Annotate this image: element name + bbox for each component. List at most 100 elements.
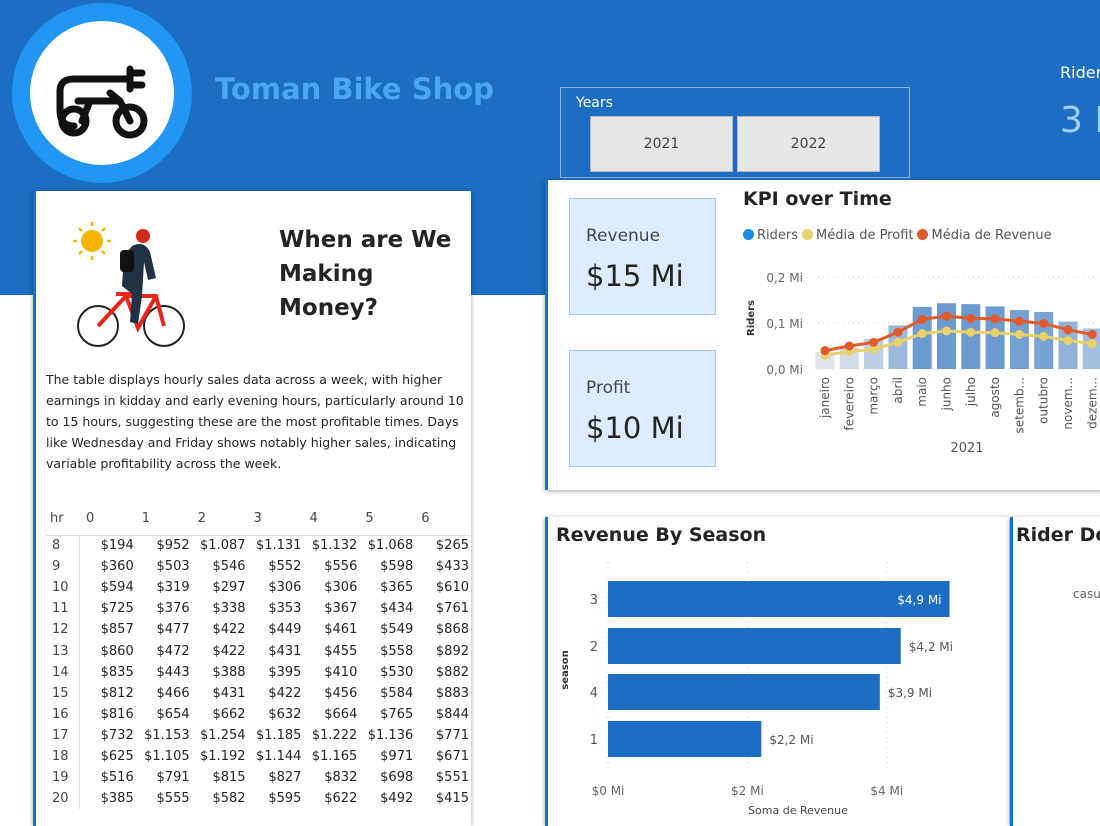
sales-cell: $455 (324, 643, 358, 659)
riders-bar (1009, 310, 1029, 369)
table-row: 20 $385 $555 $582 $595 $622 $492 $415 (46, 788, 471, 810)
y-tick-label: 1 (590, 733, 598, 748)
sales-cell: $365 (380, 580, 414, 596)
sales-cell: $1.105 (144, 748, 190, 764)
sales-cell: $625 (100, 748, 134, 764)
hour-cell: 16 (46, 703, 81, 725)
x-tick-label: maio (915, 377, 929, 407)
sales-cell: $761 (435, 601, 469, 617)
sales-cell: $385 (100, 791, 134, 807)
legend-profit[interactable]: Média de Profit (802, 228, 913, 243)
sales-cell: $477 (156, 622, 190, 638)
y-axis-label: Riders (746, 300, 757, 336)
sales-cell: $422 (212, 643, 246, 659)
column-header[interactable]: 6 (415, 503, 471, 536)
sales-cell: $434 (380, 601, 414, 617)
sales-cell: $472 (156, 643, 190, 659)
data-label: $4,9 Mi (897, 593, 941, 607)
table-row: 15 $812 $466 $431 $422 $456 $584 $883 (46, 682, 471, 704)
data-point (942, 326, 951, 336)
table-row: 10 $594 $319 $297 $306 $306 $365 $610 (46, 577, 471, 599)
sales-cell: $815 (212, 770, 246, 786)
sales-cell: $1.068 (367, 538, 414, 554)
hour-cell: 20 (46, 788, 81, 810)
sales-cell: $431 (268, 643, 302, 659)
sales-cell: $319 (156, 580, 190, 596)
legend-riders[interactable]: Riders (743, 228, 798, 243)
sales-cell: $582 (212, 791, 246, 807)
data-label: $3,9 Mi (888, 686, 932, 700)
sales-cell: $558 (380, 643, 414, 659)
sales-cell: $1.131 (255, 538, 302, 554)
legend-label: Média de Profit (816, 228, 914, 243)
x-tick-label: $4 Mi (870, 784, 903, 798)
sales-cell: $835 (100, 664, 134, 680)
data-point (990, 314, 1000, 324)
data-point (1014, 330, 1024, 339)
sales-cell: $771 (435, 727, 469, 743)
data-point (1087, 339, 1097, 349)
column-header[interactable]: 2 (191, 503, 248, 536)
legend-revenue[interactable]: Média de Revenue (917, 228, 1052, 243)
hour-cell: 15 (46, 682, 81, 704)
sales-cell: $265 (435, 538, 469, 554)
sales-cell: $1.254 (200, 727, 246, 743)
sales-cell: $549 (380, 622, 414, 638)
column-header[interactable]: 5 (359, 503, 416, 536)
rider-demo-title: Rider De (1016, 524, 1100, 546)
sales-cell: $584 (380, 685, 414, 701)
sales-cell: $338 (212, 601, 246, 617)
sales-cell: $433 (435, 559, 469, 575)
table-row: 11 $725 $376 $338 $353 $367 $434 $761 (46, 598, 471, 620)
sales-cell: $594 (100, 580, 134, 596)
kpi-card: Revenue $15 Mi Profit $10 Mi KPI over Ti… (545, 180, 1100, 490)
sales-cell: $376 (156, 601, 190, 617)
hour-cell: 17 (46, 724, 81, 746)
column-header[interactable]: 4 (303, 503, 360, 536)
sales-cell: $1.132 (311, 538, 358, 554)
kpi-chart: 0,0 Mi 0,1 Mi 0,2 Mi Riders janeiro fevereiro… (746, 271, 1100, 456)
data-point (1014, 316, 1024, 326)
sales-cell: $503 (156, 559, 190, 575)
column-header[interactable]: 0 (79, 503, 136, 536)
column-header[interactable]: hr (46, 503, 80, 536)
table-row: 8 $194 $952 $1.087 $1.131 $1.132 $1.068 $265 (46, 535, 471, 557)
table-row: 13 $860 $472 $422 $431 $455 $558 $892 (46, 640, 471, 662)
x-tick-label: $2 Mi (731, 784, 764, 798)
hour-cell: 12 (46, 619, 81, 641)
riders-bar (888, 325, 908, 369)
sales-cell: $598 (380, 559, 414, 575)
hour-cell: 11 (46, 598, 81, 620)
sales-cell: $816 (100, 706, 134, 722)
data-point (1039, 331, 1049, 341)
x-tick-label: julho (964, 377, 978, 407)
data-point (1039, 318, 1049, 328)
data-point (844, 341, 854, 351)
sales-cell: $632 (268, 706, 302, 722)
table-row: 18 $625 $1.105 $1.192 $1.144 $1.165 $971 $671 (46, 745, 471, 768)
y-tick-label: 2 (590, 640, 598, 655)
season-card: Revenue By Season $0 Mi $2 Mi $4 Mi 3 $4,9 M… (545, 517, 1009, 826)
legend-label: Média de Revenue (931, 228, 1052, 243)
profit-label: Profit (586, 378, 631, 398)
data-point (869, 344, 879, 354)
insight-heading: When are We Making Money? (279, 227, 452, 321)
year-2021-button[interactable]: 2021 (590, 116, 733, 172)
sales-cell: $422 (212, 622, 246, 638)
profit-kpi: Profit $10 Mi (569, 350, 716, 467)
sales-cell: $1.153 (144, 727, 190, 743)
sales-cell: $1.087 (200, 538, 246, 554)
column-header[interactable]: 1 (135, 503, 192, 536)
column-header[interactable]: 3 (247, 503, 304, 536)
sales-cell: $556 (324, 559, 358, 575)
sales-cell: $431 (212, 685, 246, 701)
sales-cell: $546 (212, 559, 246, 575)
sales-cell: $892 (435, 643, 469, 659)
data-point (917, 329, 927, 339)
sales-cell: $857 (100, 622, 134, 638)
years-slicer: Years 2021 2022 (560, 87, 910, 178)
data-point (942, 311, 951, 321)
data-point (966, 313, 976, 323)
year-2022-button[interactable]: 2022 (737, 116, 880, 172)
sales-cell: $552 (268, 559, 302, 575)
